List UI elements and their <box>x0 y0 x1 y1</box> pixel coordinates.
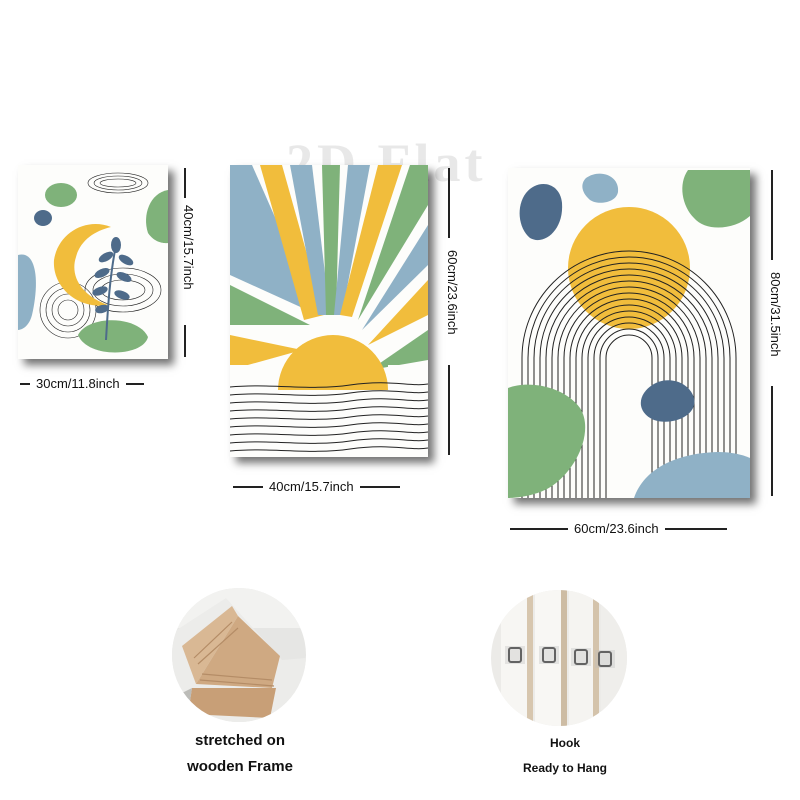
width-dim-2: 40cm/15.7inch <box>233 479 429 494</box>
height-line-3-bottom <box>771 386 773 496</box>
hook-caption-line1: Hook <box>550 736 580 750</box>
hook-photo <box>491 590 627 726</box>
height-label-2: 60cm/23.6inch <box>445 250 460 335</box>
hook-caption: Hook Ready to Hang <box>490 736 640 776</box>
frame-caption-line2: wooden Frame <box>187 758 293 775</box>
sunrise-artwork <box>230 165 428 457</box>
width-label-1: 30cm/11.8inch <box>36 376 120 391</box>
width-dim-1: 30cm/11.8inch <box>20 376 166 391</box>
canvas-moon-leaf <box>18 165 168 359</box>
frame-caption: stretched on wooden Frame <box>150 731 330 776</box>
moon-leaf-artwork <box>18 165 168 359</box>
width-label-3: 60cm/23.6inch <box>574 521 659 536</box>
hook-caption-line2: Ready to Hang <box>522 761 607 775</box>
height-line-2-top <box>448 168 450 238</box>
height-line-3-top <box>771 170 773 260</box>
height-line-1-top <box>184 168 186 198</box>
width-label-2: 40cm/15.7inch <box>269 479 354 494</box>
width-dim-3: 60cm/23.6inch <box>510 521 750 536</box>
height-line-2-bottom <box>448 365 450 455</box>
height-label-1: 40cm/15.7inch <box>181 205 196 290</box>
frame-caption-line1: stretched on <box>194 732 285 749</box>
canvas-arch-sun <box>508 168 750 498</box>
height-label-3: 80cm/31.5inch <box>768 272 783 357</box>
arch-sun-artwork <box>508 168 750 498</box>
canvas-sunrise <box>230 165 428 457</box>
height-line-1-bottom <box>184 325 186 357</box>
wooden-frame-photo <box>172 588 306 722</box>
